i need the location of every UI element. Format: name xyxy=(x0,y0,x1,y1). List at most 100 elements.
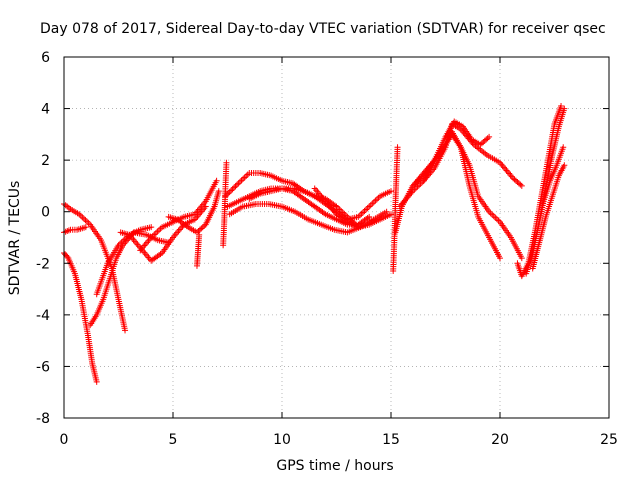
data-points xyxy=(61,102,568,385)
data-point-marker xyxy=(561,162,568,169)
data-point-marker xyxy=(506,170,513,177)
series-arc-n xyxy=(246,185,394,223)
data-point-marker xyxy=(500,164,507,171)
x-tick-label: 10 xyxy=(273,432,291,448)
data-point-marker xyxy=(558,102,565,109)
data-point-marker xyxy=(370,199,377,206)
y-axis-label: SDTVAR / TECUs xyxy=(7,181,23,296)
data-point-marker xyxy=(478,140,485,147)
data-point-marker xyxy=(201,222,208,229)
data-point-marker xyxy=(82,224,89,231)
data-point-marker xyxy=(80,215,87,222)
data-point-marker xyxy=(223,159,230,166)
data-point-marker xyxy=(84,218,91,225)
data-point-marker xyxy=(364,205,371,212)
data-point-marker xyxy=(486,133,493,140)
data-point-marker xyxy=(244,171,251,178)
data-point-marker xyxy=(82,217,89,224)
data-point-marker xyxy=(64,253,71,260)
series-arc-t xyxy=(420,118,493,184)
data-point-marker xyxy=(367,202,374,209)
data-point-marker xyxy=(240,175,247,182)
data-point-marker xyxy=(515,180,522,187)
y-tick-label: -6 xyxy=(36,359,50,375)
data-point-marker xyxy=(243,172,250,179)
data-point-marker xyxy=(238,177,245,184)
data-point-marker xyxy=(561,105,568,112)
series-arc-j xyxy=(220,159,230,249)
y-tick-label: -4 xyxy=(36,308,50,324)
axis-ticks: 0 5 10 15 20 25 -8 -6 -4 -2 0 2 4 6 xyxy=(36,50,618,448)
data-point-marker xyxy=(492,214,499,221)
data-point-marker xyxy=(152,230,159,237)
x-tick-label: 15 xyxy=(382,432,400,448)
data-point-marker xyxy=(198,225,205,232)
x-tick-label: 25 xyxy=(600,432,618,448)
data-point-marker xyxy=(489,211,496,218)
data-point-marker xyxy=(498,161,505,168)
data-point-marker xyxy=(199,224,206,231)
data-point-marker xyxy=(213,177,220,184)
data-point-marker xyxy=(495,217,502,224)
data-point-marker xyxy=(154,228,161,235)
data-point-marker xyxy=(517,181,524,188)
series-arc-c xyxy=(61,224,89,236)
data-point-marker xyxy=(480,139,487,146)
data-point-marker xyxy=(196,226,203,233)
data-point-marker xyxy=(155,227,162,234)
data-point-marker xyxy=(497,255,503,262)
data-point-marker xyxy=(366,213,373,220)
data-point-marker xyxy=(518,255,525,262)
data-point-marker xyxy=(373,196,380,203)
data-point-marker xyxy=(483,136,490,143)
data-point-marker xyxy=(122,327,129,334)
data-point-marker xyxy=(118,239,125,246)
x-tick-label: 20 xyxy=(491,432,509,448)
data-point-marker xyxy=(493,216,500,223)
data-point-marker xyxy=(79,214,86,221)
data-point-marker xyxy=(518,182,525,189)
x-tick-label: 5 xyxy=(169,432,178,448)
data-point-marker xyxy=(514,179,521,186)
data-point-marker xyxy=(241,174,248,181)
data-point-marker xyxy=(511,176,518,183)
x-axis-label: GPS time / hours xyxy=(276,458,393,474)
y-tick-label: -8 xyxy=(36,411,50,427)
data-point-marker xyxy=(229,186,236,193)
data-point-marker xyxy=(369,200,376,207)
data-point-marker xyxy=(232,183,239,190)
data-point-marker xyxy=(507,172,514,179)
data-point-marker xyxy=(215,188,222,195)
y-tick-label: 0 xyxy=(41,205,50,221)
chart-title: Day 078 of 2017, Sidereal Day-to-day VTE… xyxy=(40,21,606,37)
series-arc-m xyxy=(226,200,390,236)
data-point-marker xyxy=(231,184,238,191)
y-tick-label: 6 xyxy=(41,50,50,66)
data-point-marker xyxy=(477,141,484,148)
series-arc-i xyxy=(193,231,203,269)
y-tick-label: 2 xyxy=(41,153,50,169)
data-point-marker xyxy=(235,180,242,187)
data-point-marker xyxy=(481,137,488,144)
plot-frame xyxy=(63,56,610,419)
series-arc-a xyxy=(61,249,100,385)
series-arc-h xyxy=(137,177,220,254)
data-point-marker xyxy=(233,181,240,188)
data-point-marker xyxy=(490,213,497,220)
data-point-marker xyxy=(388,211,394,218)
series-arc-s xyxy=(409,131,525,262)
data-point-marker xyxy=(236,178,243,185)
data-point-marker xyxy=(358,210,365,217)
data-point-marker xyxy=(195,228,202,235)
data-point-marker xyxy=(503,167,510,174)
data-point-marker xyxy=(560,144,567,151)
data-point-marker xyxy=(225,190,232,197)
data-point-marker xyxy=(394,144,401,151)
data-point-marker xyxy=(228,187,235,194)
data-point-marker xyxy=(508,173,515,180)
data-point-marker xyxy=(512,177,519,184)
data-point-marker xyxy=(366,203,373,210)
series-arc-g xyxy=(165,188,222,236)
series-arc-x xyxy=(529,162,568,272)
